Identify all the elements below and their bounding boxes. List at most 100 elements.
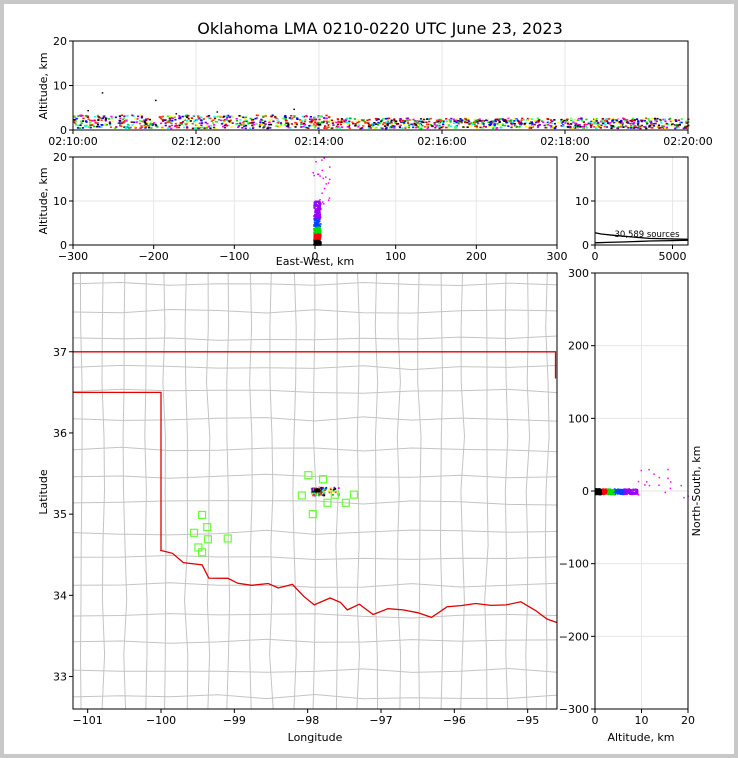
source-point bbox=[317, 222, 320, 225]
latitude-tick-label: 35 bbox=[53, 508, 67, 521]
source-point bbox=[317, 228, 320, 231]
source-point bbox=[277, 125, 280, 128]
source-point bbox=[270, 115, 273, 118]
county-line bbox=[73, 667, 557, 673]
station-marker bbox=[318, 475, 328, 484]
source-point bbox=[595, 120, 598, 122]
source-point bbox=[593, 118, 597, 120]
hist-x-tick-label: 5000 bbox=[659, 250, 687, 263]
source-point bbox=[314, 201, 317, 203]
source-point bbox=[284, 114, 287, 117]
source-point bbox=[486, 118, 490, 121]
source-point bbox=[77, 124, 80, 127]
source-point bbox=[332, 488, 335, 491]
source-point bbox=[83, 116, 86, 119]
source-point bbox=[113, 126, 116, 129]
source-point bbox=[101, 117, 104, 120]
source-point bbox=[97, 119, 100, 121]
source-point bbox=[272, 120, 275, 123]
source-point bbox=[501, 123, 504, 125]
source-point bbox=[140, 126, 143, 128]
source-point bbox=[551, 120, 554, 123]
source-point bbox=[449, 121, 452, 123]
source-point bbox=[336, 123, 340, 126]
source-point bbox=[610, 124, 613, 127]
source-point bbox=[402, 123, 406, 126]
county-line bbox=[73, 308, 557, 314]
latitude-tick-label: 37 bbox=[53, 346, 67, 359]
latitude-tick-label: 33 bbox=[53, 671, 67, 684]
source-point bbox=[250, 119, 254, 122]
source-point bbox=[546, 123, 549, 125]
source-point bbox=[343, 120, 346, 123]
source-point bbox=[269, 123, 273, 126]
source-point bbox=[493, 124, 496, 127]
source-point bbox=[324, 119, 327, 121]
source-point bbox=[450, 117, 453, 120]
source-point bbox=[317, 238, 320, 241]
source-point bbox=[180, 123, 183, 125]
source-point bbox=[622, 117, 625, 120]
source-point bbox=[445, 118, 448, 120]
source-point bbox=[294, 123, 297, 125]
source-point bbox=[323, 492, 325, 495]
source-point bbox=[310, 121, 313, 123]
latitude-tick-label: 36 bbox=[53, 427, 67, 440]
source-point bbox=[238, 115, 241, 117]
source-point bbox=[507, 117, 510, 120]
source-point bbox=[537, 121, 540, 123]
source-point bbox=[675, 123, 678, 126]
source-point bbox=[240, 124, 243, 126]
county-line bbox=[79, 273, 83, 709]
source-point bbox=[377, 121, 380, 124]
source-point bbox=[684, 126, 687, 129]
source-point bbox=[668, 118, 671, 121]
source-point bbox=[564, 122, 567, 124]
source-point bbox=[560, 118, 563, 121]
source-point bbox=[563, 119, 566, 122]
source-point bbox=[542, 121, 545, 124]
source-point bbox=[655, 120, 658, 123]
source-point bbox=[428, 120, 431, 123]
source-point bbox=[510, 126, 513, 129]
source-point bbox=[612, 493, 615, 496]
source-point bbox=[317, 114, 320, 117]
source-point bbox=[319, 175, 321, 177]
source-point bbox=[415, 126, 418, 129]
source-point bbox=[164, 122, 167, 124]
source-point bbox=[118, 124, 122, 127]
source-point bbox=[389, 122, 392, 125]
source-point bbox=[100, 119, 103, 122]
source-point bbox=[153, 122, 156, 124]
source-point bbox=[318, 229, 321, 232]
source-point bbox=[369, 124, 372, 127]
county-line bbox=[73, 364, 557, 371]
source-point bbox=[454, 127, 457, 129]
source-point bbox=[519, 121, 523, 123]
source-point bbox=[387, 120, 390, 123]
source-point bbox=[312, 124, 315, 127]
source-point bbox=[213, 115, 216, 118]
source-point bbox=[402, 120, 405, 123]
source-point bbox=[314, 242, 317, 245]
source-point bbox=[404, 127, 407, 129]
source-point bbox=[543, 124, 546, 127]
source-point bbox=[377, 118, 380, 121]
source-point bbox=[198, 126, 201, 128]
source-point bbox=[420, 121, 424, 123]
source-point bbox=[440, 126, 443, 129]
east-west-ylabel: Altitude, km bbox=[37, 167, 50, 234]
source-point bbox=[654, 125, 657, 128]
source-point bbox=[550, 125, 553, 127]
source-point bbox=[570, 119, 573, 121]
station-marker bbox=[308, 510, 317, 519]
source-point bbox=[216, 111, 219, 113]
source-point bbox=[114, 116, 117, 119]
source-point bbox=[93, 115, 97, 118]
source-point bbox=[618, 490, 620, 493]
source-point bbox=[457, 121, 460, 124]
source-point bbox=[118, 119, 121, 122]
source-point bbox=[577, 126, 580, 128]
source-point bbox=[139, 120, 142, 122]
county-line bbox=[73, 388, 557, 394]
